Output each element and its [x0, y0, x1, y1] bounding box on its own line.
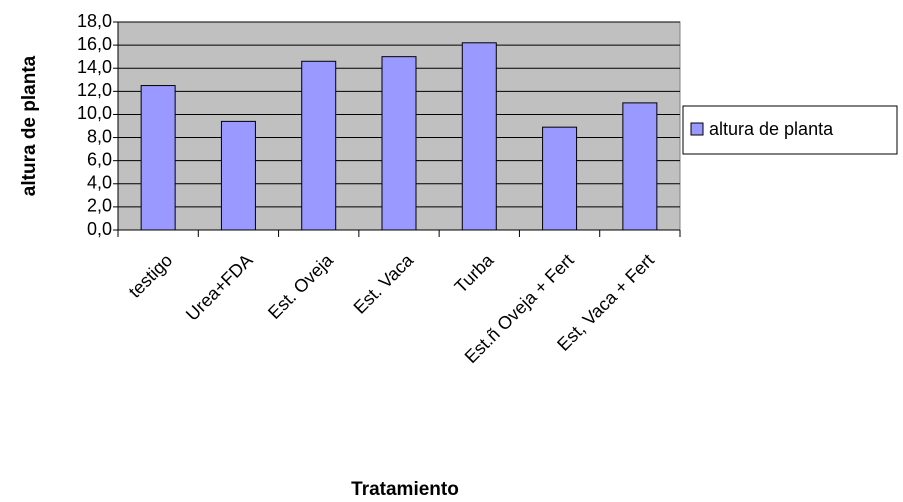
bar [622, 102, 658, 231]
y-tick-label: 12,0 [77, 80, 112, 100]
legend-box [682, 105, 898, 155]
y-tick-label: 8,0 [87, 126, 112, 146]
y-tick-label: 0,0 [87, 219, 112, 239]
y-tick-label: 4,0 [87, 173, 112, 193]
y-tick-label: 14,0 [77, 57, 112, 77]
y-axis-label: altura de planta [19, 55, 40, 196]
x-tick-label: Turba [451, 249, 499, 297]
bar [461, 42, 497, 231]
bar [140, 85, 176, 231]
x-tick-label: testigo [125, 250, 177, 302]
x-axis-label: Tratamiento [351, 479, 459, 500]
y-tick-label: 2,0 [87, 196, 112, 216]
x-tick-label: Urea+FDA [182, 250, 257, 325]
y-tick-label: 10,0 [77, 103, 112, 123]
legend-label: altura de planta [709, 119, 834, 139]
bar [381, 56, 417, 231]
x-tick-label: Est. Vaca [350, 249, 418, 317]
bar [542, 126, 578, 231]
y-tick-label: 16,0 [77, 34, 112, 54]
y-tick-label: 18,0 [77, 11, 112, 31]
y-tick-label: 6,0 [87, 149, 112, 169]
bar [220, 120, 256, 231]
x-tick-label: Est. Oveja [264, 249, 338, 323]
legend-swatch [690, 122, 704, 136]
bar [301, 60, 337, 231]
